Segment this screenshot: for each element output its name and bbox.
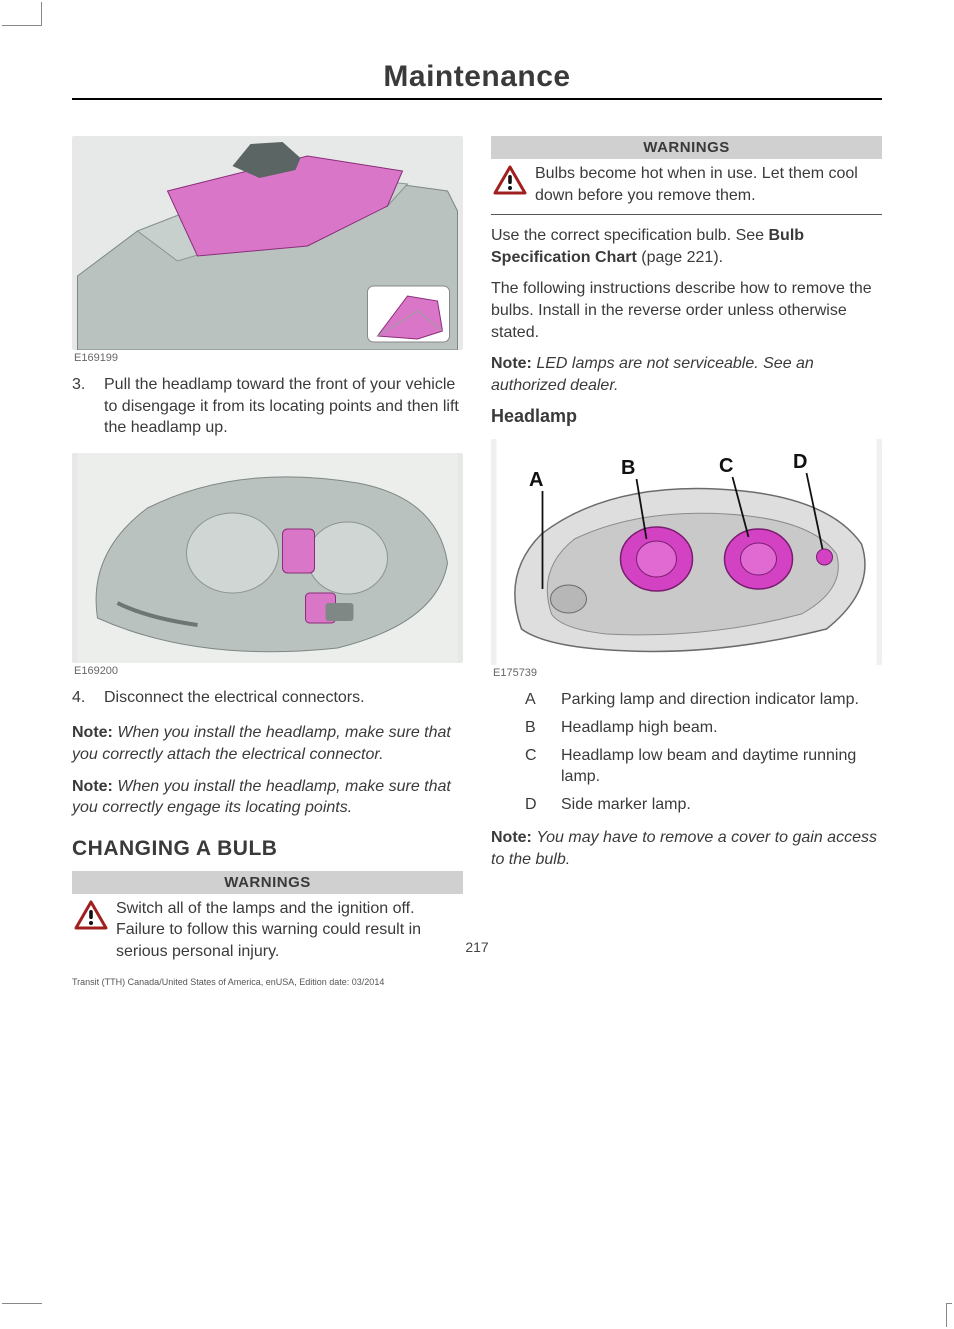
step-list: 4. Disconnect the electrical connectors. [72,687,463,709]
legend-text: Side marker lamp. [561,794,691,816]
note-text: You may have to remove a cover to gain a… [491,829,877,868]
warning-header: WARNINGS [491,136,882,159]
chapter-title: Maintenance [72,60,882,94]
step-item: 3. Pull the headlamp toward the front of… [72,374,463,439]
warning-separator [491,214,882,215]
diagram-label-d: D [793,451,807,474]
legend-text: Headlamp low beam and daytime running la… [561,745,882,788]
warning-header: WARNINGS [72,871,463,894]
note-text: When you install the headlamp, make sure… [72,778,451,817]
left-column: E169199 3. Pull the headlamp toward the … [72,136,463,975]
legend-list: A Parking lamp and direction indicator l… [525,689,882,815]
page: Maintenance E169 [0,0,954,1015]
step-text: Pull the headlamp toward the front of yo… [104,374,463,439]
text-run: Use the correct specification bulb. See [491,227,768,244]
footer-text: Transit (TTH) Canada/United States of Am… [72,977,384,987]
right-column: WARNINGS Bulbs become hot when in use. L… [491,136,882,975]
figure-headlamp-connector-svg [72,453,463,663]
legend-item: B Headlamp high beam. [525,717,882,739]
crop-mark [2,1303,42,1327]
crop-mark [946,1303,952,1327]
legend-item: A Parking lamp and direction indicator l… [525,689,882,711]
step-list: 3. Pull the headlamp toward the front of… [72,374,463,439]
note-paragraph: Note: LED lamps are not serviceable. See… [491,353,882,396]
note-label: Note: [72,778,113,795]
diagram-label-c: C [719,455,733,478]
warning-triangle-icon [493,163,527,206]
note-paragraph: Note: When you install the headlamp, mak… [72,776,463,819]
legend-letter: C [525,745,539,788]
title-rule [72,98,882,100]
body-paragraph: The following instructions describe how … [491,278,882,343]
section-heading-changing-bulb: CHANGING A BULB [72,837,463,861]
columns: E169199 3. Pull the headlamp toward the … [72,136,882,975]
text-run: (page 221). [637,249,723,266]
legend-letter: A [525,689,539,711]
step-item: 4. Disconnect the electrical connectors. [72,687,463,709]
warning-box: WARNINGS Bulbs become hot when in use. L… [491,136,882,215]
legend-letter: B [525,717,539,739]
legend-item: C Headlamp low beam and daytime running … [525,745,882,788]
diagram-label-b: B [621,457,635,480]
note-label: Note: [72,724,113,741]
body-paragraph: Use the correct specification bulb. See … [491,225,882,268]
diagram-label-a: A [529,469,543,492]
page-number: 217 [0,939,954,955]
figure-headlamp-area-svg [72,136,463,350]
note-label: Note: [491,355,532,372]
figure-headlamp-connector [72,453,463,663]
note-label: Note: [491,829,532,846]
note-paragraph: Note: When you install the headlamp, mak… [72,722,463,765]
note-text: LED lamps are not serviceable. See an au… [491,355,814,394]
step-number: 4. [72,687,90,709]
figure-headlamp-bulbs-svg [491,439,882,665]
legend-text: Parking lamp and direction indicator lam… [561,689,859,711]
figure-id: E169200 [74,665,463,677]
step-text: Disconnect the electrical connectors. [104,687,365,709]
legend-item: D Side marker lamp. [525,794,882,816]
figure-id: E169199 [74,352,463,364]
legend-text: Headlamp high beam. [561,717,718,739]
warning-body: Bulbs become hot when in use. Let them c… [491,159,882,208]
figure-headlamp-area [72,136,463,350]
legend-letter: D [525,794,539,816]
figure-id: E175739 [493,667,882,679]
note-text: When you install the headlamp, make sure… [72,724,451,763]
note-paragraph: Note: You may have to remove a cover to … [491,827,882,870]
step-number: 3. [72,374,90,439]
warning-text: Bulbs become hot when in use. Let them c… [535,163,880,206]
figure-headlamp-bulbs: A B C D [491,439,882,665]
subsection-heading-headlamp: Headlamp [491,406,882,427]
